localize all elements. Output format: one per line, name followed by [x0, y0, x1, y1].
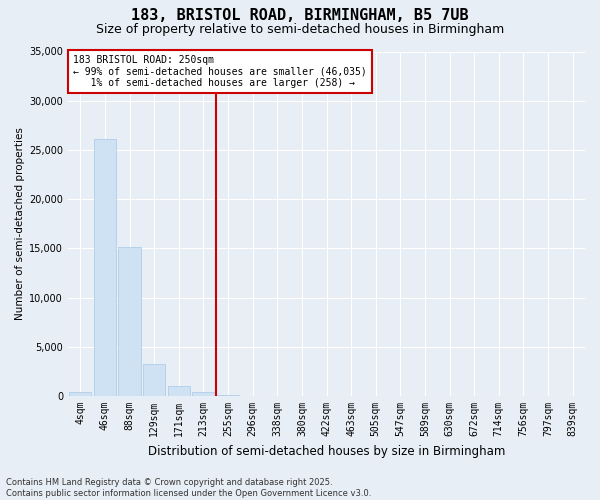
Bar: [118, 248, 140, 396]
Bar: [168, 386, 190, 396]
Text: 183, BRISTOL ROAD, BIRMINGHAM, B5 7UB: 183, BRISTOL ROAD, BIRMINGHAM, B5 7UB: [131, 8, 469, 22]
X-axis label: Distribution of semi-detached houses by size in Birmingham: Distribution of semi-detached houses by …: [148, 444, 505, 458]
Bar: [193, 392, 215, 396]
Text: 183 BRISTOL ROAD: 250sqm
← 99% of semi-detached houses are smaller (46,035)
   1: 183 BRISTOL ROAD: 250sqm ← 99% of semi-d…: [73, 55, 367, 88]
Text: Size of property relative to semi-detached houses in Birmingham: Size of property relative to semi-detach…: [96, 22, 504, 36]
Bar: [143, 364, 165, 396]
Bar: [217, 395, 239, 396]
Bar: [94, 139, 116, 396]
Y-axis label: Number of semi-detached properties: Number of semi-detached properties: [15, 128, 25, 320]
Text: Contains HM Land Registry data © Crown copyright and database right 2025.
Contai: Contains HM Land Registry data © Crown c…: [6, 478, 371, 498]
Bar: [69, 392, 91, 396]
